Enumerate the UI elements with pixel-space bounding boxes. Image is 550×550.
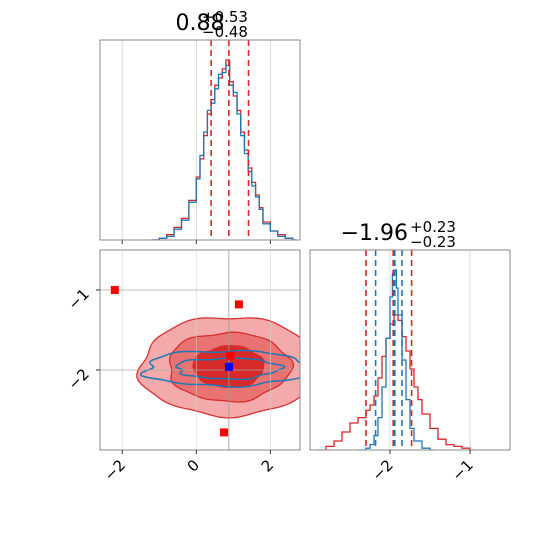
joint-grid [100,250,300,450]
param1-marginal-frame [99,39,301,241]
param1-title: 0.88 [176,11,225,36]
joint-blue-contour-1 [175,357,286,381]
joint-y-tick-label: −1 [64,285,92,313]
joint-y-tick-label: −2 [64,365,92,393]
param2-histogram-series-1 [358,269,434,450]
joint-marker [110,286,119,294]
param2-title-plus: +0.23 [410,218,456,236]
param2-x-tick-label: −1 [448,456,476,484]
joint-panel: −2 0 2 −1 −2 [64,249,301,484]
param1-title-plus: +0.53 [202,8,248,26]
param1-marginal-panel: 0.88 +0.53 −0.48 [99,8,301,244]
param2-title: −1.96 [341,221,408,246]
param2-quantile-lines [365,250,413,450]
joint-x-tick-label: −2 [101,456,129,484]
joint-x-tick-label: 2 [258,456,277,475]
joint-truth-marker [224,362,233,371]
param1-quantile-lines [210,40,250,240]
joint-blue-contours [139,349,300,388]
param1-title-value: 0.88 [176,11,225,36]
param2-marginal-panel: −2 −1 −1.96 +0.23 −0.23 [309,218,511,484]
param1-title-minus: −0.48 [202,23,248,41]
joint-frame [99,249,301,451]
param2-histogram-series-0 [318,314,474,450]
param2-ticks: −2 −1 [368,450,477,484]
param2-title-minus: −0.23 [410,233,456,251]
joint-marker [220,428,229,437]
param1-marginal-grid [121,40,271,244]
param2-title-value: −1.96 [341,221,408,246]
param1-marginal-histograms [151,59,297,240]
joint-x-tick-label: 0 [184,456,203,475]
param1-histogram-series-0 [151,59,297,240]
joint-marker [226,351,235,360]
param2-marginal-histograms [318,269,474,450]
param1-histogram-series-1 [151,64,297,240]
param2-marginal-frame [309,249,511,451]
joint-blue-contour-0 [139,349,300,388]
param2-marginal-grid [389,250,471,450]
joint-markers [110,286,243,437]
joint-marker [234,300,243,309]
param2-x-tick-label: −2 [368,456,396,484]
